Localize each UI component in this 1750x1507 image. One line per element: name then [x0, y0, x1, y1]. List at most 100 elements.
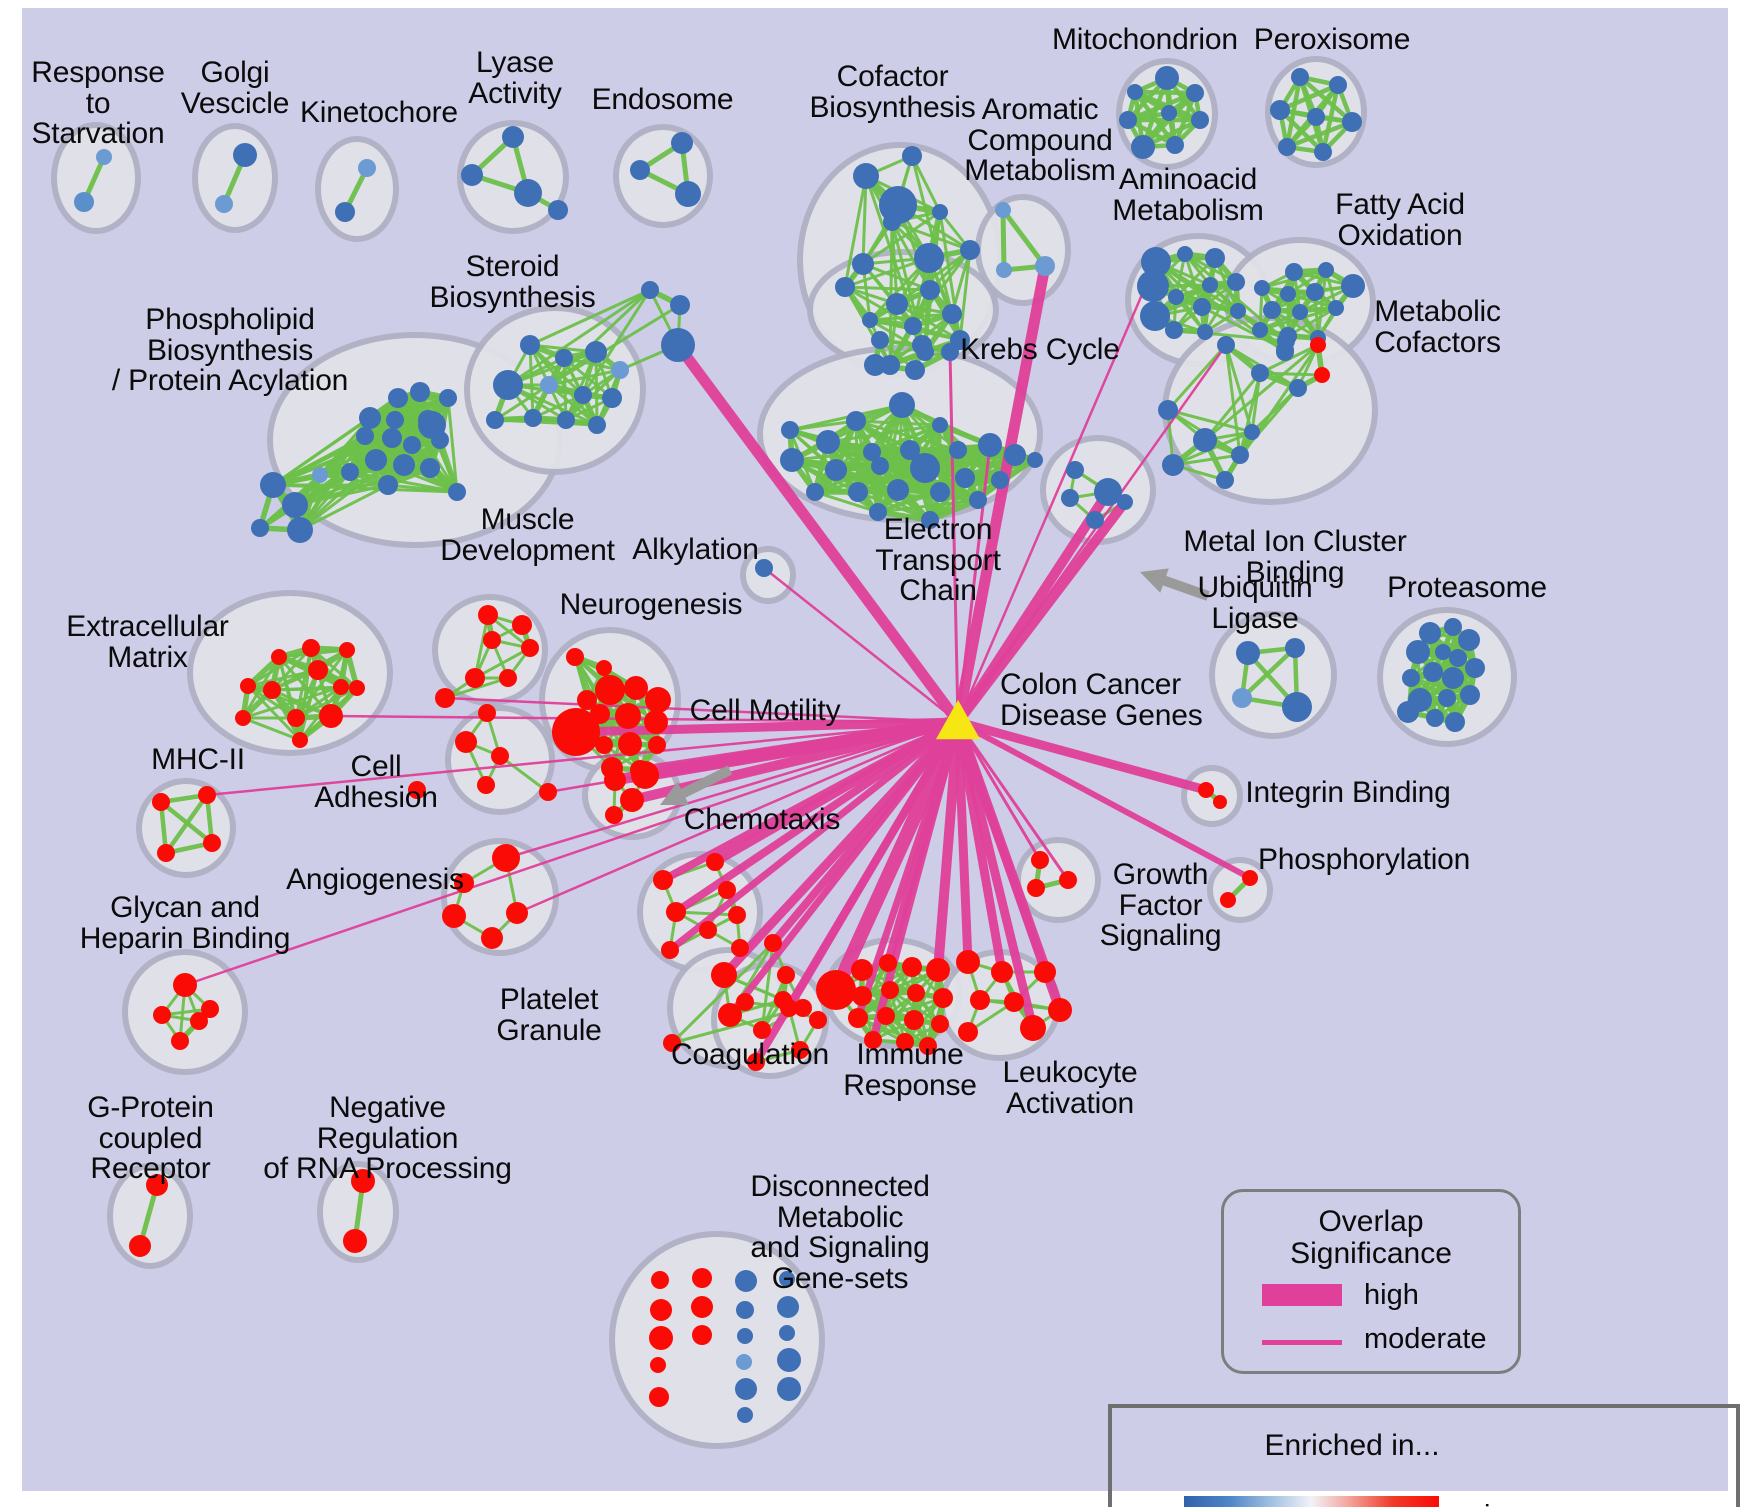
- gene-set-node[interactable]: [524, 409, 542, 427]
- gene-set-node[interactable]: [881, 981, 899, 999]
- gene-set-node[interactable]: [1438, 689, 1456, 707]
- gene-set-node[interactable]: [1442, 667, 1464, 689]
- gene-set-node[interactable]: [905, 360, 925, 380]
- gene-set-node[interactable]: [651, 1271, 669, 1289]
- gene-set-node[interactable]: [481, 927, 503, 949]
- gene-set-node[interactable]: [630, 160, 650, 180]
- gene-set-node[interactable]: [1460, 685, 1480, 705]
- gene-set-node[interactable]: [1193, 298, 1211, 316]
- gene-set-node[interactable]: [666, 902, 686, 922]
- gene-set-node[interactable]: [650, 1357, 666, 1373]
- gene-set-node[interactable]: [920, 280, 940, 300]
- gene-set-node[interactable]: [1254, 280, 1270, 296]
- gene-set-node[interactable]: [753, 1021, 771, 1039]
- gene-set-node[interactable]: [851, 959, 873, 981]
- gene-set-node[interactable]: [904, 1010, 924, 1030]
- gene-set-node[interactable]: [806, 483, 824, 501]
- gene-set-node[interactable]: [1307, 108, 1325, 126]
- gene-set-node[interactable]: [282, 492, 308, 518]
- gene-set-node[interactable]: [302, 639, 320, 657]
- gene-set-node[interactable]: [902, 146, 922, 166]
- gene-set-node[interactable]: [359, 407, 381, 429]
- gene-set-node[interactable]: [1220, 892, 1236, 908]
- gene-set-node[interactable]: [991, 961, 1013, 983]
- gene-set-node[interactable]: [932, 204, 948, 220]
- gene-set-node[interactable]: [1289, 379, 1307, 397]
- gene-set-node[interactable]: [737, 1328, 753, 1344]
- gene-set-node[interactable]: [215, 195, 233, 213]
- gene-set-node[interactable]: [1270, 100, 1290, 120]
- gene-set-node[interactable]: [1279, 327, 1297, 345]
- gene-set-node[interactable]: [1444, 618, 1462, 636]
- gene-set-node[interactable]: [1191, 111, 1209, 129]
- gene-set-node[interactable]: [879, 186, 917, 224]
- gene-set-node[interactable]: [781, 421, 799, 439]
- gene-set-node[interactable]: [692, 1325, 712, 1345]
- gene-set-node[interactable]: [1232, 688, 1252, 708]
- gene-set-node[interactable]: [671, 132, 693, 154]
- gene-set-node[interactable]: [602, 388, 622, 408]
- gene-set-node[interactable]: [1328, 300, 1344, 316]
- gene-set-node[interactable]: [455, 731, 477, 753]
- gene-set-node[interactable]: [931, 1015, 949, 1033]
- gene-set-node[interactable]: [926, 958, 950, 982]
- gene-set-node[interactable]: [555, 349, 573, 367]
- gene-set-node[interactable]: [439, 389, 457, 407]
- gene-set-node[interactable]: [1027, 879, 1045, 897]
- gene-set-node[interactable]: [736, 993, 754, 1011]
- gene-set-node[interactable]: [382, 428, 402, 448]
- gene-set-node[interactable]: [574, 386, 592, 404]
- gene-set-node[interactable]: [1435, 644, 1451, 660]
- gene-set-node[interactable]: [649, 1326, 673, 1350]
- gene-set-node[interactable]: [1217, 336, 1235, 354]
- gene-set-node[interactable]: [1318, 262, 1334, 278]
- gene-set-node[interactable]: [955, 468, 975, 488]
- gene-set-node[interactable]: [1168, 289, 1184, 305]
- gene-set-node[interactable]: [846, 411, 866, 431]
- gene-set-node[interactable]: [388, 388, 408, 408]
- gene-set-node[interactable]: [932, 417, 948, 433]
- gene-set-node[interactable]: [319, 704, 343, 728]
- gene-set-node[interactable]: [1227, 273, 1245, 291]
- gene-set-node[interactable]: [692, 1268, 712, 1288]
- gene-set-node[interactable]: [1166, 136, 1184, 154]
- gene-set-node[interactable]: [129, 1235, 151, 1257]
- gene-set-node[interactable]: [960, 240, 980, 260]
- gene-set-node[interactable]: [645, 687, 671, 713]
- gene-set-node[interactable]: [644, 710, 668, 734]
- gene-set-node[interactable]: [590, 704, 610, 724]
- gene-set-node[interactable]: [902, 957, 922, 977]
- cluster-halo-lyase-activity[interactable]: [457, 120, 569, 234]
- gene-set-node[interactable]: [502, 126, 524, 148]
- gene-set-node[interactable]: [958, 1022, 978, 1042]
- gene-set-node[interactable]: [201, 1000, 219, 1018]
- gene-set-node[interactable]: [596, 660, 612, 676]
- gene-set-node[interactable]: [735, 1270, 757, 1292]
- gene-set-node[interactable]: [499, 669, 517, 687]
- gene-set-node[interactable]: [203, 834, 221, 852]
- gene-set-node[interactable]: [512, 615, 532, 635]
- gene-set-node[interactable]: [737, 1407, 753, 1423]
- gene-set-node[interactable]: [1035, 256, 1055, 276]
- gene-set-node[interactable]: [779, 1271, 795, 1287]
- gene-set-node[interactable]: [1423, 662, 1443, 682]
- gene-set-node[interactable]: [1131, 135, 1155, 159]
- gene-set-node[interactable]: [1310, 337, 1326, 353]
- gene-set-node[interactable]: [900, 440, 920, 460]
- gene-set-node[interactable]: [1314, 143, 1332, 161]
- gene-set-node[interactable]: [539, 783, 557, 801]
- gene-set-node[interactable]: [871, 457, 889, 475]
- gene-set-node[interactable]: [910, 453, 940, 483]
- gene-set-node[interactable]: [1165, 321, 1183, 339]
- gene-set-node[interactable]: [1291, 68, 1309, 86]
- gene-set-node[interactable]: [1314, 367, 1330, 383]
- gene-set-node[interactable]: [641, 281, 659, 299]
- gene-set-node[interactable]: [418, 410, 438, 430]
- gene-set-node[interactable]: [1031, 851, 1049, 869]
- gene-set-node[interactable]: [548, 200, 568, 220]
- gene-set-node[interactable]: [251, 519, 269, 537]
- gene-set-node[interactable]: [1066, 461, 1084, 479]
- gene-set-node[interactable]: [871, 331, 889, 349]
- gene-set-node[interactable]: [747, 1053, 765, 1071]
- gene-set-node[interactable]: [764, 934, 782, 952]
